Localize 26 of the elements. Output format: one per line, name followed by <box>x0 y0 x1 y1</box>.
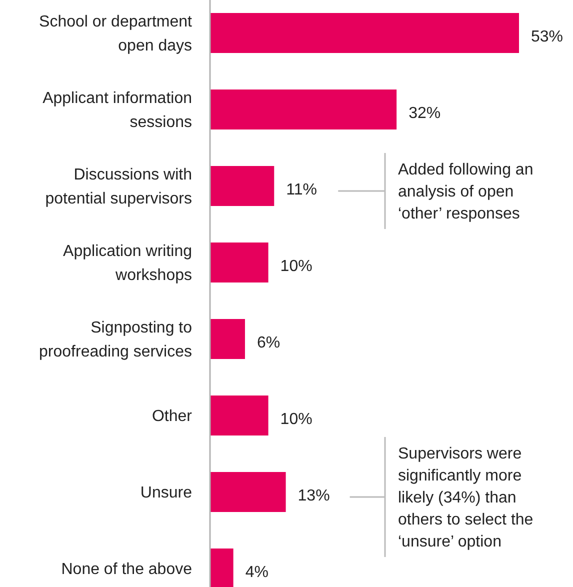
data-label: 6% <box>256 334 280 352</box>
y-tick-label: School or department open days <box>39 14 193 55</box>
y-tick-label: Other <box>152 408 193 426</box>
data-label: 11% <box>286 182 317 199</box>
annotation: Added following an analysis of open ‘other’ responses <box>398 162 534 223</box>
bar <box>210 319 245 359</box>
data-label: 53% <box>531 28 564 46</box>
bar <box>210 13 519 53</box>
y-tick-label: Applicant information sessions <box>42 90 192 132</box>
y-tick-label: Signposting to proofreading services <box>39 320 192 361</box>
data-label: 4% <box>245 564 268 582</box>
bar <box>210 472 286 512</box>
annotation: Supervisors were significantly more likely (34%) than others to select the ‘unsure’ option <box>398 446 534 551</box>
y-tick-label: Discussions with potential supervisors <box>45 166 192 208</box>
data-label: 13% <box>298 488 330 505</box>
bar <box>210 548 234 587</box>
y-tick-label: Application writing workshops <box>63 243 192 284</box>
data-label: 10% <box>280 411 312 428</box>
bar <box>210 90 397 130</box>
data-label: 32% <box>408 105 441 122</box>
y-tick-label: Unsure <box>140 484 192 502</box>
y-tick-label: None of the above <box>61 561 192 578</box>
bar <box>210 396 268 436</box>
bar <box>210 166 274 206</box>
data-label: 10% <box>280 258 312 276</box>
bar <box>210 242 268 282</box>
